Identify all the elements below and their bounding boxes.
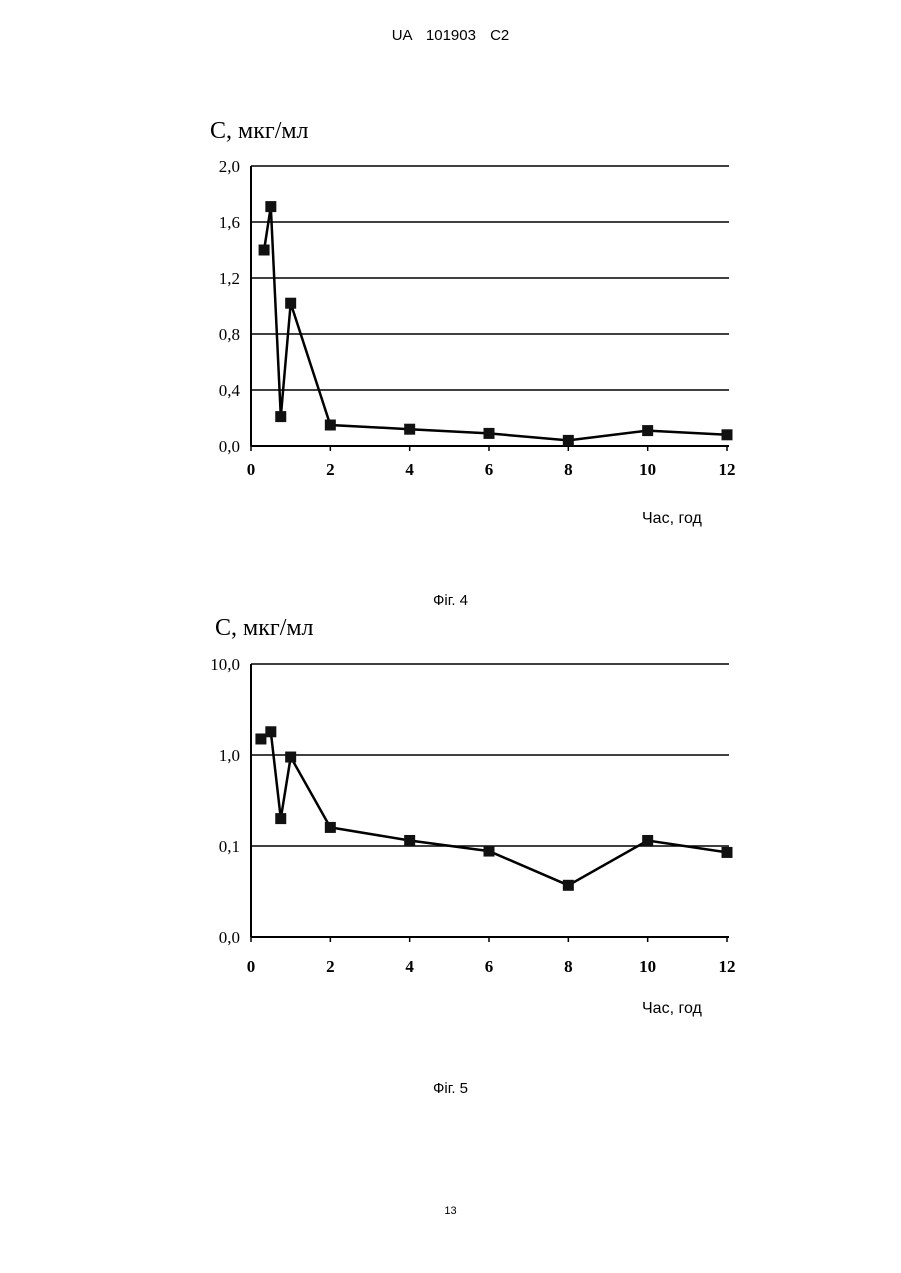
chart-fig5: C, мкг/мл 0,0 0,1 1,0 10,0 0 2 4 6 8 10 12 Час, г… [0, 600, 901, 1020]
y-tick-label: 0,4 [219, 381, 241, 400]
data-point [325, 420, 336, 431]
figure-caption-5: Фіг. 5 [0, 1080, 901, 1097]
x-tick-label: 0 [247, 460, 256, 479]
x-tick-labels: 0 2 4 6 8 10 12 [247, 957, 736, 976]
data-point [285, 752, 296, 763]
x-tick-label: 12 [719, 957, 736, 976]
y-gridlines [251, 664, 729, 937]
data-point [265, 201, 276, 212]
data-point [722, 847, 733, 858]
data-point [275, 411, 286, 422]
page-number: 13 [0, 1205, 901, 1217]
y-tick-label: 1,2 [219, 269, 240, 288]
y-tick-labels: 0,0 0,1 1,0 10,0 [210, 655, 240, 947]
x-tick-label: 0 [247, 957, 256, 976]
series-markers [255, 726, 732, 891]
series-markers [259, 201, 733, 446]
x-tick-label: 8 [564, 957, 573, 976]
x-tick-label: 10 [639, 957, 656, 976]
x-tick-label: 6 [485, 957, 494, 976]
data-point [563, 880, 574, 891]
data-point [255, 733, 266, 744]
data-point [563, 435, 574, 446]
y-tick-label: 0,1 [219, 837, 240, 856]
x-tick-label: 6 [485, 460, 494, 479]
x-tick-label: 8 [564, 460, 573, 479]
y-tick-label: 10,0 [210, 655, 240, 674]
document-header: UA 101903 C2 [0, 27, 901, 44]
data-point [259, 245, 270, 256]
data-point [404, 835, 415, 846]
y-tick-label: 1,0 [219, 746, 240, 765]
data-point [285, 298, 296, 309]
data-point [325, 822, 336, 833]
data-point [275, 813, 286, 824]
data-point [484, 428, 495, 439]
x-tick-labels: 0 2 4 6 8 10 12 [247, 460, 736, 479]
x-tick-label: 10 [639, 460, 656, 479]
x-axis-label: Час, год [642, 1000, 702, 1017]
data-point [722, 429, 733, 440]
x-tick-label: 2 [326, 460, 335, 479]
x-axis-label: Час, год [642, 510, 702, 527]
y-axis-label: C, мкг/мл [215, 615, 314, 641]
y-axis-label: C, мкг/мл [210, 118, 309, 144]
y-tick-label: 1,6 [219, 213, 240, 232]
chart-fig4: C, мкг/мл 0,0 0,4 0,8 1,2 1,6 2,0 0 2 4 6 8 10 12 Ч… [0, 100, 901, 660]
x-tick-label: 4 [405, 957, 414, 976]
y-tick-labels: 0,0 0,4 0,8 1,2 1,6 2,0 [219, 157, 241, 456]
data-point [642, 835, 653, 846]
y-tick-label: 2,0 [219, 157, 240, 176]
y-tick-label: 0,0 [219, 928, 240, 947]
series-line [264, 207, 727, 441]
y-tick-label: 0,0 [219, 437, 240, 456]
data-point [265, 726, 276, 737]
data-point [484, 846, 495, 857]
x-tick-label: 12 [719, 460, 736, 479]
data-point [404, 424, 415, 435]
x-tick-label: 2 [326, 957, 335, 976]
data-point [642, 425, 653, 436]
x-tick-label: 4 [405, 460, 414, 479]
y-tick-label: 0,8 [219, 325, 240, 344]
